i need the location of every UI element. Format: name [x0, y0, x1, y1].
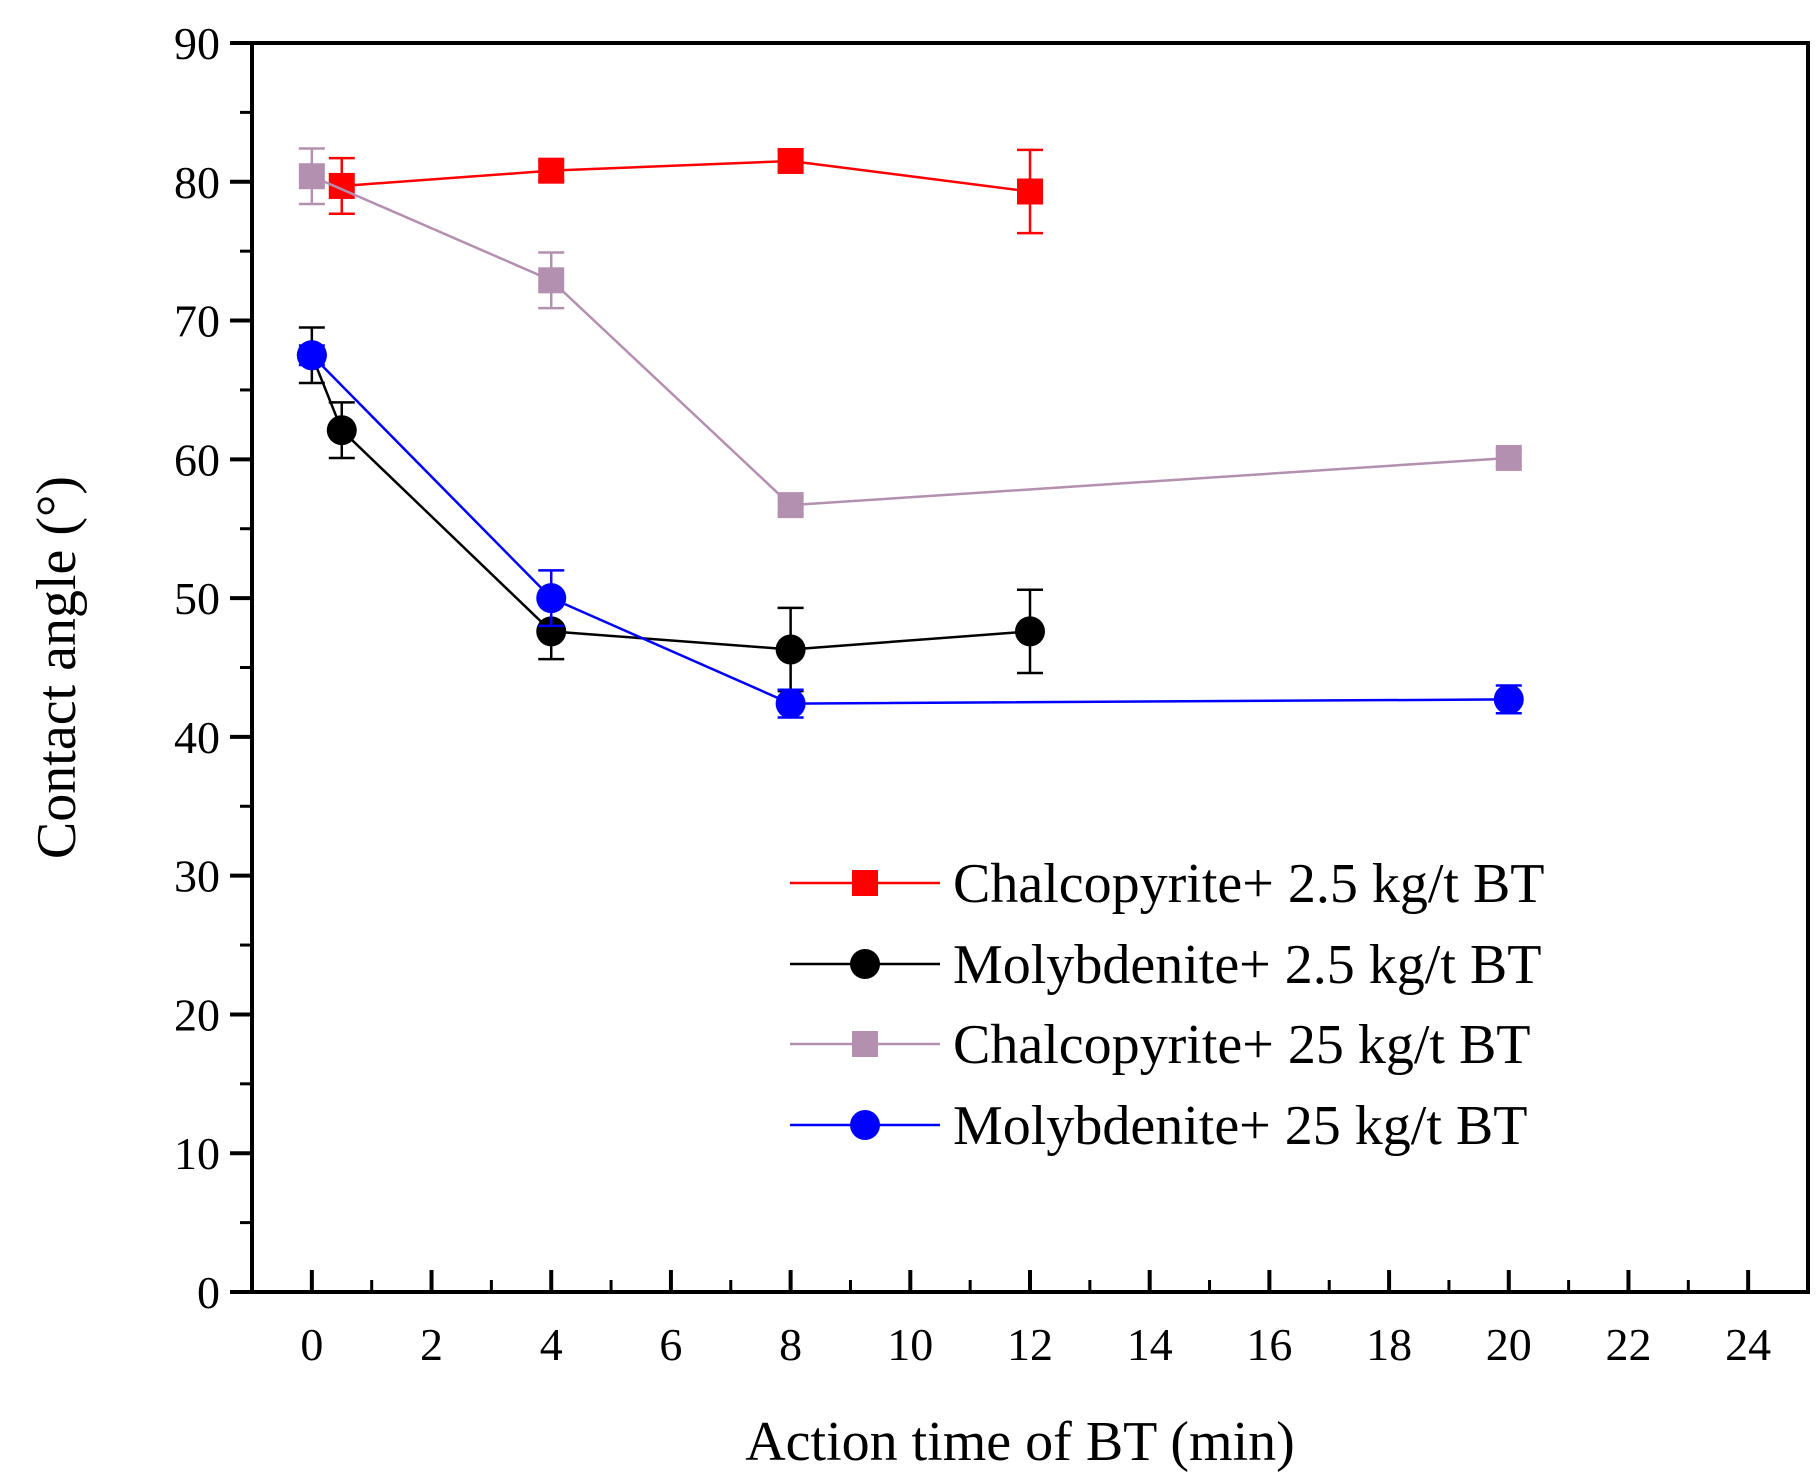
axes: 0 2 4 6 8 10 12 14 16 18 20 22 24 010203040506070809… [174, 18, 1810, 1370]
x-tick-label: 8 [779, 1319, 802, 1370]
y-axis-title: Contact angle (°) [26, 476, 88, 859]
legend-label: Chalcopyrite+ 25 kg/t BT [953, 1014, 1531, 1076]
x-tick-label: 12 [1007, 1319, 1053, 1370]
x-tick-label: 4 [540, 1319, 563, 1370]
data-point [1495, 444, 1522, 471]
y-tick-label: 30 [174, 851, 220, 902]
series-3 [298, 147, 1522, 519]
legend-marker [852, 870, 878, 896]
y-tick-label: 40 [174, 712, 220, 763]
legend-marker [850, 949, 880, 979]
data-point [775, 634, 806, 665]
legend-label: Molybdenite+ 2.5 kg/t BT [953, 934, 1541, 996]
data-point [326, 415, 357, 446]
plot-area [296, 147, 1524, 719]
y-tick-label: 20 [174, 989, 220, 1040]
legend-label: Chalcopyrite+ 2.5 kg/t BT [953, 853, 1545, 915]
series-4 [296, 340, 1524, 719]
series-1 [328, 147, 1043, 235]
data-point [777, 492, 804, 519]
x-tick-label: 6 [659, 1319, 682, 1370]
x-axis-ticks: 0 2 4 6 8 10 12 14 16 18 20 22 24 [250, 1270, 1771, 1370]
data-point [538, 157, 565, 184]
series-line [310, 354, 1031, 651]
x-tick-label: 2 [420, 1319, 443, 1370]
y-tick-label: 50 [174, 573, 220, 624]
series-line [310, 354, 1509, 705]
y-tick-label: 90 [174, 18, 220, 69]
legend-item-4: Molybdenite+ 25 kg/t BT [790, 1095, 1527, 1157]
y-axis-ticks: 0 10 20 30 40 50 60 70 80 90 [174, 18, 252, 1318]
x-axis-title: Action time of BT (min) [745, 1411, 1295, 1473]
legend-item-2: Molybdenite+ 2.5 kg/t BT [790, 934, 1541, 996]
legend-item-3: Chalcopyrite+ 25 kg/t BT [790, 1014, 1531, 1076]
x-tick-label: 16 [1246, 1319, 1292, 1370]
data-point [777, 147, 804, 174]
data-point [1017, 178, 1043, 205]
y-tick-label: 80 [174, 157, 220, 208]
x-tick-label: 0 [300, 1319, 323, 1370]
x-tick-label: 10 [887, 1319, 933, 1370]
data-point [298, 163, 325, 190]
data-point [536, 583, 567, 614]
data-point [1015, 616, 1045, 647]
data-point [538, 267, 565, 294]
y-tick-label: 0 [197, 1267, 220, 1318]
x-tick-label: 18 [1366, 1319, 1412, 1370]
data-point [1493, 684, 1524, 715]
legend-item-1: Chalcopyrite+ 2.5 kg/t BT [790, 853, 1545, 915]
series-2 [296, 326, 1045, 693]
x-tick-label: 24 [1725, 1319, 1771, 1370]
data-point [775, 688, 806, 719]
y-tick-label: 60 [174, 434, 220, 485]
y-tick-label: 70 [174, 296, 220, 347]
legend-label: Molybdenite+ 25 kg/t BT [953, 1095, 1527, 1157]
data-point [296, 340, 327, 371]
legend-marker [852, 1031, 878, 1057]
x-tick-label: 14 [1127, 1319, 1173, 1370]
x-tick-label: 22 [1605, 1319, 1651, 1370]
series-line [311, 175, 1509, 507]
series-line [341, 159, 1031, 193]
x-tick-label: 20 [1486, 1319, 1532, 1370]
legend: Chalcopyrite+ 2.5 kg/t BT Molybdenite+ 2.… [790, 853, 1545, 1157]
legend-marker [850, 1110, 880, 1140]
y-tick-label: 10 [174, 1128, 220, 1179]
data-point [536, 616, 567, 647]
